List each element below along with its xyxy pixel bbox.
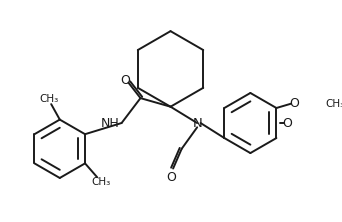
Text: CH₃: CH₃ — [325, 99, 342, 109]
Text: O: O — [167, 171, 176, 184]
Text: O: O — [282, 117, 292, 129]
Text: CH₃: CH₃ — [40, 94, 59, 104]
Text: O: O — [120, 74, 130, 87]
Text: NH: NH — [101, 117, 120, 129]
Text: O: O — [289, 97, 299, 110]
Text: N: N — [192, 117, 202, 129]
Text: CH₃: CH₃ — [91, 177, 110, 187]
